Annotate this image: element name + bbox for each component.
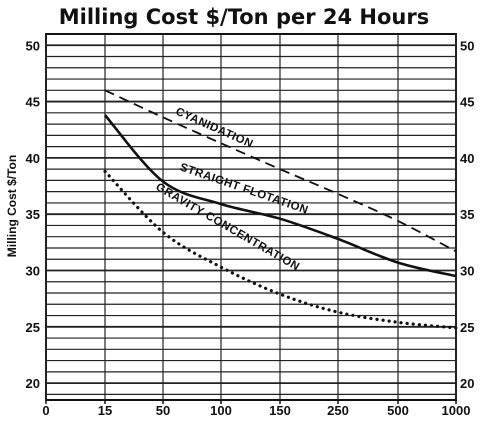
y-tick-label-right: 50	[460, 38, 474, 53]
y-tick-label-right: 30	[460, 263, 474, 278]
y-axis-label: Milling Cost $/Ton	[5, 155, 19, 257]
y-tick-label-right: 20	[460, 376, 474, 391]
x-tick-label: 100	[210, 403, 232, 418]
chart-title: Milling Cost $/Ton per 24 Hours	[59, 5, 429, 29]
y-tick-label-right: 45	[460, 95, 474, 110]
x-tick-label: 0	[42, 403, 49, 418]
x-tick-label: 250	[327, 403, 349, 418]
grid-lines	[45, 33, 457, 404]
y-tick-label-left: 30	[26, 263, 40, 278]
y-tick-label-left: 50	[26, 38, 40, 53]
y-tick-label-right: 25	[460, 320, 474, 335]
y-tick-label-left: 45	[26, 95, 40, 110]
straight-flotation-line	[104, 114, 457, 278]
x-tick-label: 1000	[442, 403, 471, 418]
y-tick-label-left: 20	[26, 376, 40, 391]
series-lines	[103, 89, 458, 330]
x-tick-label: 50	[156, 403, 170, 418]
x-tick-label: 500	[387, 403, 409, 418]
y-tick-label-left: 40	[26, 151, 40, 166]
y-tick-label-right: 40	[460, 151, 474, 166]
plot-frame	[45, 33, 457, 401]
x-tick-label: 150	[269, 403, 291, 418]
y-tick-label-left: 35	[26, 207, 40, 222]
y-tick-label-right: 35	[460, 207, 474, 222]
y-tick-label-left: 25	[26, 320, 40, 335]
x-tick-label: 15	[98, 403, 112, 418]
cyanidation-line	[104, 89, 457, 253]
